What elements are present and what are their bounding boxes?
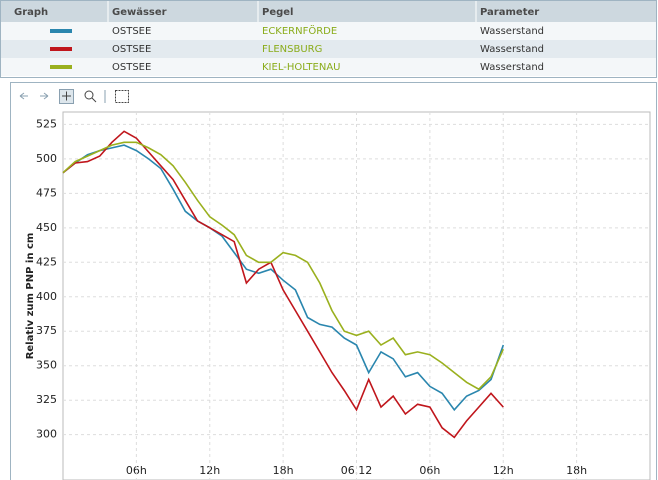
table-cell: OSTSEE xyxy=(112,44,151,55)
table-cell: ECKERNFÖRDE xyxy=(262,24,337,37)
table-cell: OSTSEE xyxy=(112,26,151,37)
pan-icon xyxy=(62,91,71,101)
x-tick-label: 12h xyxy=(493,464,514,477)
series-line xyxy=(62,141,505,391)
y-tick-label: 325 xyxy=(36,393,57,406)
zoom-button[interactable] xyxy=(84,90,94,100)
series-swatch xyxy=(50,65,72,69)
table-row[interactable] xyxy=(1,58,656,76)
x-tick-label: 18h xyxy=(273,464,294,477)
toolbar xyxy=(19,89,129,104)
header-cell: Pegel xyxy=(262,7,293,18)
table-cell: OSTSEE xyxy=(112,62,151,73)
header-cell: Graph xyxy=(14,7,48,18)
table-cell: KIEL-HOLTENAU xyxy=(262,62,340,73)
y-tick-label: 350 xyxy=(36,359,57,372)
table-row[interactable] xyxy=(1,22,656,40)
series-swatch xyxy=(50,29,72,33)
table-cell: FLENSBURG xyxy=(262,44,322,55)
x-tick-label: 06h xyxy=(419,464,440,477)
table-row[interactable] xyxy=(1,40,656,58)
table-cell: Wasserstand xyxy=(480,26,544,37)
back-button[interactable] xyxy=(19,92,28,100)
y-tick-label: 400 xyxy=(36,290,57,303)
y-tick-label: 300 xyxy=(36,428,57,441)
x-tick-label: 18h xyxy=(566,464,587,477)
header-cell: Parameter xyxy=(480,7,539,18)
y-tick-label: 450 xyxy=(36,221,57,234)
table-header xyxy=(1,1,656,22)
zoom-extent-button[interactable] xyxy=(115,90,129,103)
series-line xyxy=(62,144,505,412)
series-line xyxy=(62,130,504,439)
table-cell: Wasserstand xyxy=(480,44,544,55)
x-tick-label: 12h xyxy=(199,464,220,477)
header-cell: Gewässer xyxy=(112,7,167,18)
y-tick-label: 500 xyxy=(36,152,57,165)
y-axis-label: Relativ zum PNP in cm xyxy=(25,233,36,360)
table-cell: Wasserstand xyxy=(480,62,544,73)
x-tick-label: 06.12 xyxy=(341,464,373,477)
series-swatch xyxy=(50,47,72,51)
y-tick-label: 525 xyxy=(36,117,57,130)
x-tick-label: 06h xyxy=(126,464,147,477)
y-tick-label: 375 xyxy=(36,324,57,337)
y-tick-label: 475 xyxy=(36,186,57,199)
y-tick-label: 425 xyxy=(36,255,57,268)
forward-button[interactable] xyxy=(40,92,49,100)
zoom-icon xyxy=(91,97,97,103)
